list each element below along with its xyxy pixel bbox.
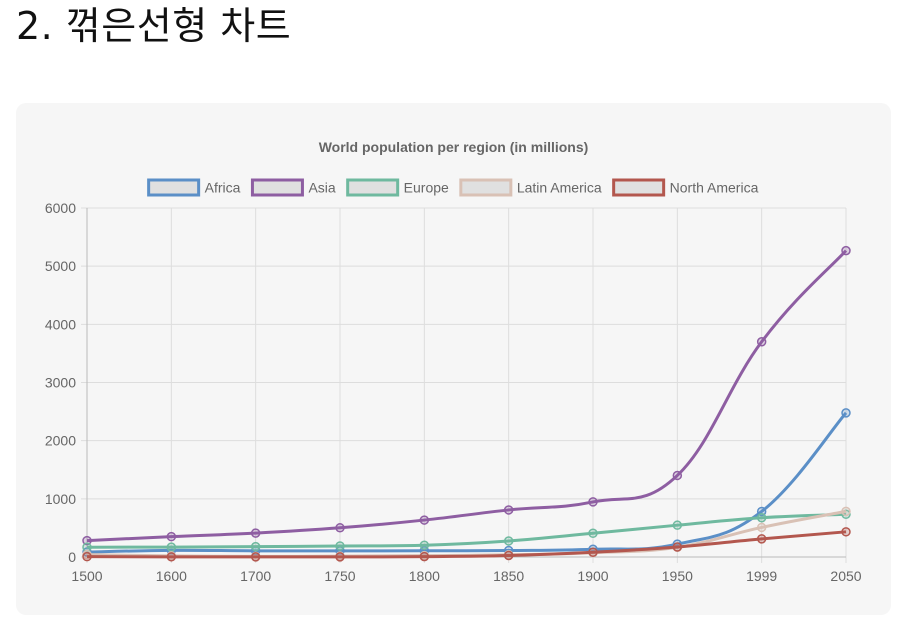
data-point[interactable] [335, 552, 345, 562]
data-point[interactable] [503, 536, 514, 546]
line-chart: World population per region (in millions… [45, 139, 862, 584]
chart-card: World population per region (in millions… [16, 103, 891, 615]
legend-swatch [250, 178, 304, 197]
data-point[interactable] [335, 541, 345, 551]
data-point[interactable] [756, 337, 767, 347]
y-tick-label: 5000 [45, 258, 76, 274]
data-point[interactable] [166, 552, 177, 562]
data-point[interactable] [503, 550, 514, 561]
data-point[interactable] [841, 506, 851, 517]
data-point[interactable] [503, 505, 514, 515]
legend-item[interactable]: Latin America [459, 178, 602, 197]
chart-title: World population per region (in millions… [319, 139, 589, 155]
data-point[interactable] [166, 531, 177, 542]
data-point[interactable] [756, 522, 767, 533]
series-line [86, 512, 847, 549]
legend-swatch [147, 178, 201, 197]
data-point[interactable] [672, 470, 683, 481]
legend-item[interactable]: Europe [346, 178, 449, 197]
x-tick-label: 1750 [324, 568, 355, 584]
data-point[interactable] [419, 551, 430, 562]
data-point[interactable] [672, 542, 683, 552]
legend: Africa Asia Europe Latin America North Ameri… [147, 178, 759, 197]
data-point[interactable] [588, 528, 598, 539]
data-point[interactable] [335, 523, 345, 533]
legend-label: Asia [308, 180, 335, 196]
x-tick-label: 1600 [156, 568, 187, 584]
series-line [86, 249, 848, 543]
data-point[interactable] [841, 527, 851, 537]
y-tick-label: 6000 [45, 200, 76, 216]
legend-item[interactable]: Asia [250, 178, 336, 197]
data-point[interactable] [82, 535, 92, 546]
x-tick-label: 1500 [71, 568, 102, 584]
data-point[interactable] [419, 515, 430, 525]
data-point[interactable] [841, 245, 851, 256]
x-tick-label: 1800 [409, 568, 440, 584]
legend-item[interactable]: Africa [147, 178, 241, 197]
data-point[interactable] [756, 534, 767, 544]
y-tick-label: 2000 [45, 433, 76, 449]
data-point[interactable] [588, 547, 598, 557]
legend-label: Latin America [517, 180, 602, 196]
data-point[interactable] [250, 552, 261, 562]
x-tick-label: 2050 [830, 568, 861, 584]
data-point[interactable] [166, 542, 177, 552]
data-point[interactable] [82, 551, 92, 562]
series-line [86, 411, 848, 554]
legend-swatch [612, 178, 666, 197]
axes: 0 1000 2000 3000 4000 5000 6000 1500 1600 1700 175… [45, 200, 862, 584]
x-tick-label: 1999 [746, 568, 777, 584]
series-europe [82, 509, 851, 552]
series-north-america [82, 527, 851, 562]
data-point[interactable] [250, 541, 261, 552]
y-tick-label: 1000 [45, 491, 76, 507]
x-tick-label: 1900 [577, 568, 608, 584]
legend-swatch [346, 178, 400, 197]
grid [81, 207, 847, 563]
y-tick-label: 0 [68, 549, 76, 565]
data-point[interactable] [588, 497, 598, 507]
page-heading: 2. 꺾은선형 차트 [16, 4, 292, 48]
data-point[interactable] [419, 540, 430, 550]
data-point[interactable] [672, 520, 683, 530]
series-asia [82, 245, 851, 546]
x-tick-label: 1850 [493, 568, 524, 584]
legend-item[interactable]: North America [612, 178, 759, 197]
series-lines [82, 245, 851, 562]
legend-label: North America [670, 180, 759, 196]
legend-swatch [459, 178, 513, 197]
data-point[interactable] [841, 408, 851, 418]
data-point[interactable] [756, 512, 767, 523]
x-tick-label: 1700 [240, 568, 271, 584]
series-line [86, 530, 847, 559]
y-tick-label: 4000 [45, 316, 76, 332]
data-point[interactable] [250, 528, 261, 538]
legend-label: Europe [404, 180, 449, 196]
y-tick-label: 3000 [45, 375, 76, 391]
x-tick-label: 1950 [662, 568, 693, 584]
legend-label: Africa [205, 180, 241, 196]
